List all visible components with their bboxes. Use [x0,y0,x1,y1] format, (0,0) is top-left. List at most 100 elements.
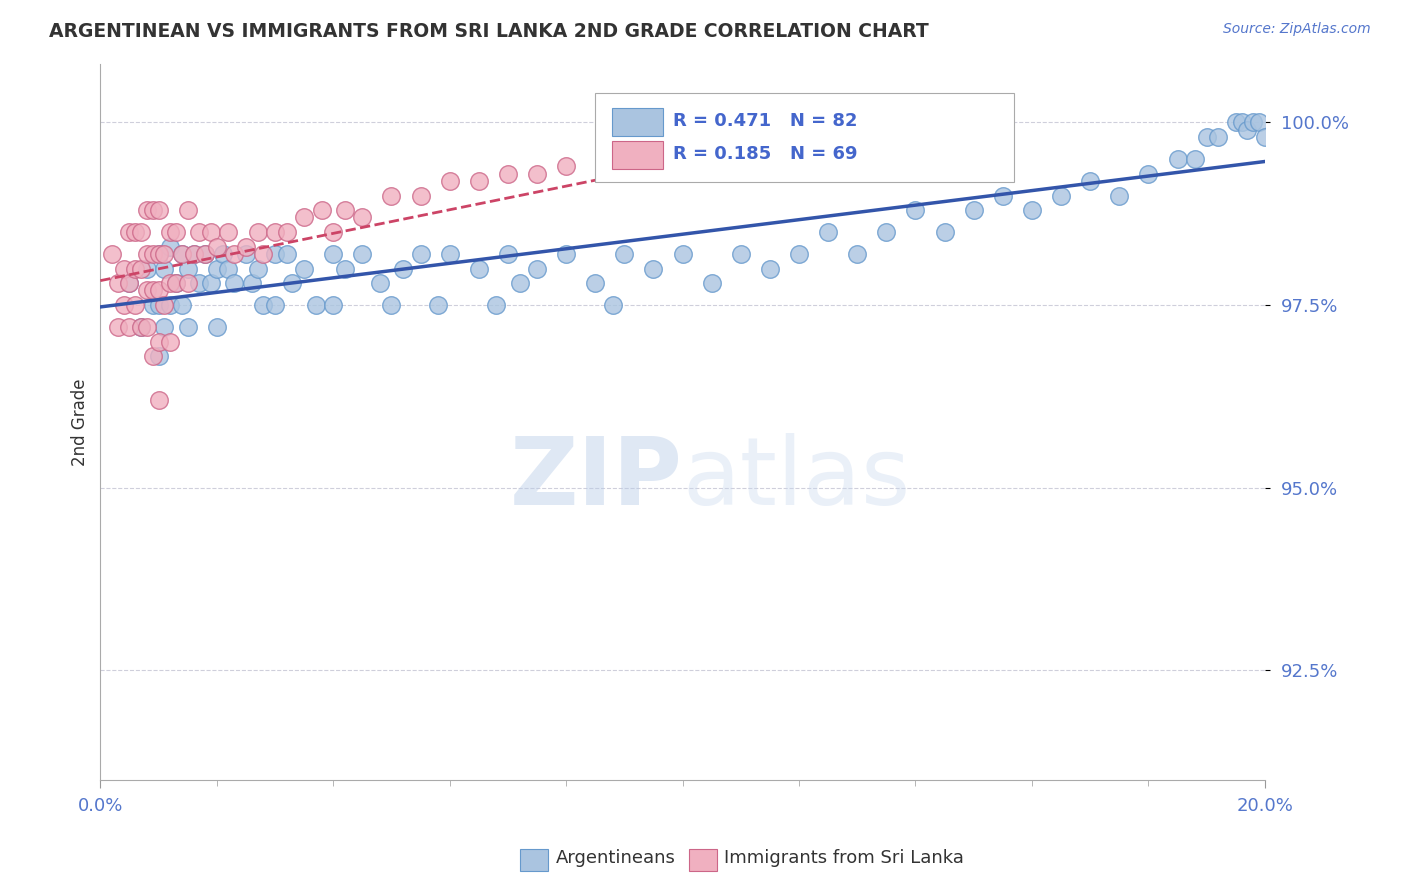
Point [176,320,198,334]
Point [153,320,176,334]
Point [224,276,246,290]
Point [643,152,665,166]
Text: atlas: atlas [682,434,911,525]
Point [159,225,181,239]
Point [148,203,170,218]
Point [1021,203,1043,218]
Point [252,298,274,312]
Point [409,247,432,261]
Point [496,167,519,181]
Point [526,167,548,181]
Point [176,203,198,218]
Text: R = 0.185   N = 69: R = 0.185 N = 69 [673,145,858,162]
Point [555,247,578,261]
Point [613,159,636,173]
Point [787,152,810,166]
Point [496,247,519,261]
Point [700,159,723,173]
Point [439,247,461,261]
Point [904,152,927,166]
Point [170,247,193,261]
Point [643,261,665,276]
Point [602,298,624,312]
Point [281,276,304,290]
Point [124,225,146,239]
Point [671,159,693,173]
Point [124,298,146,312]
Point [240,276,263,290]
Point [322,298,344,312]
FancyBboxPatch shape [612,109,662,136]
Text: Source: ZipAtlas.com: Source: ZipAtlas.com [1223,22,1371,37]
Point [787,247,810,261]
Text: ZIP: ZIP [510,434,682,525]
Point [468,261,491,276]
Point [380,298,402,312]
Point [322,225,344,239]
Point [392,261,415,276]
Point [991,188,1014,202]
Point [148,247,170,261]
Point [1236,123,1258,137]
Point [1206,130,1229,145]
Point [112,261,135,276]
Point [846,152,869,166]
Point [118,276,141,290]
Point [183,247,205,261]
Point [1184,152,1206,166]
Point [148,298,170,312]
Point [1050,188,1073,202]
Point [107,320,129,334]
Point [1254,130,1277,145]
Point [352,211,374,225]
Text: Argentineans: Argentineans [555,849,675,867]
Point [439,174,461,188]
Point [217,225,239,239]
Point [170,247,193,261]
Point [1247,115,1270,129]
Point [292,261,315,276]
Point [264,247,287,261]
Point [205,240,228,254]
Point [963,203,986,218]
Point [1166,152,1188,166]
Point [759,261,782,276]
Point [427,298,450,312]
Point [136,247,159,261]
Point [246,261,269,276]
Point [526,261,548,276]
Point [264,225,287,239]
Point [235,240,257,254]
Point [159,276,181,290]
Point [142,284,165,298]
Point [1137,167,1160,181]
Point [129,225,152,239]
Point [904,203,927,218]
Point [188,225,211,239]
Point [159,334,181,349]
Point [107,276,129,290]
Point [136,203,159,218]
Point [555,159,578,173]
Point [129,320,152,334]
Point [276,225,298,239]
Point [846,247,869,261]
Point [118,225,141,239]
Point [153,261,176,276]
Point [101,247,124,261]
FancyBboxPatch shape [612,141,662,169]
Point [153,247,176,261]
Point [1195,130,1218,145]
Point [380,188,402,202]
Point [142,298,165,312]
Point [136,284,159,298]
Point [1108,188,1130,202]
Point [129,261,152,276]
Point [148,284,170,298]
Point [136,261,159,276]
Point [730,247,752,261]
Point [118,276,141,290]
Point [700,276,723,290]
Point [200,276,222,290]
Point [118,320,141,334]
